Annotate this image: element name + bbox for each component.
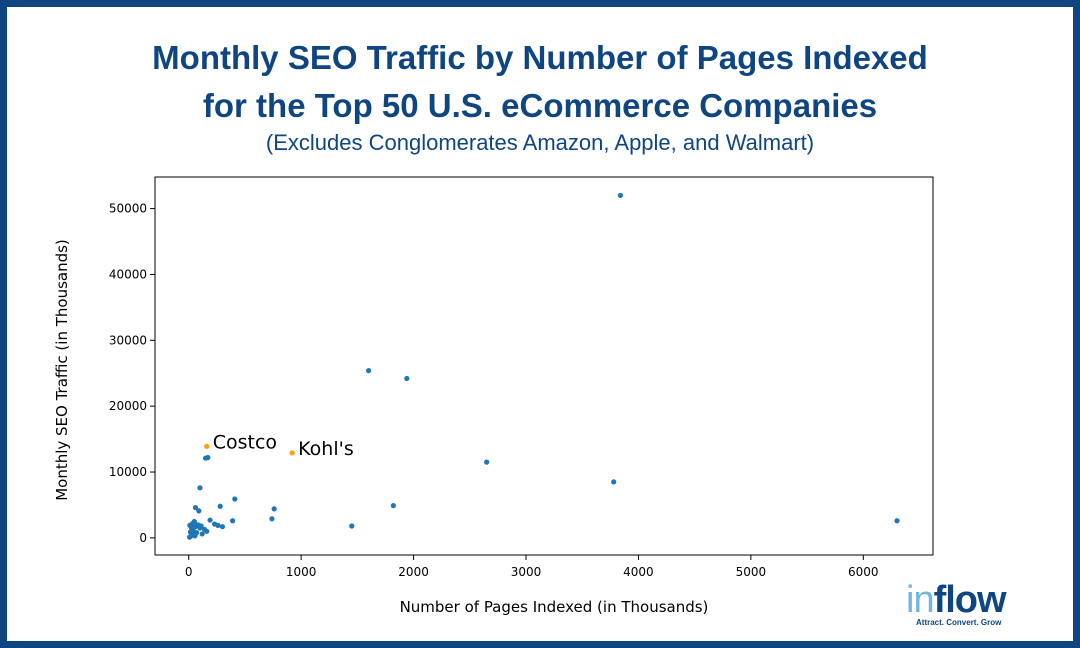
data-point	[271, 506, 277, 512]
x-tick-label: 3000	[511, 565, 542, 579]
y-axis-label: Monthly SEO Traffic (in Thousands)	[53, 239, 71, 501]
highlight-label: Costco	[213, 431, 277, 453]
logo-wordmark: inflow	[906, 579, 1007, 621]
data-point	[217, 503, 223, 509]
logo-tagline: Attract. Convert. Grow	[916, 618, 1002, 627]
data-point	[894, 518, 900, 524]
highlight-point	[289, 450, 295, 456]
highlight-point	[204, 443, 210, 449]
data-point	[617, 192, 624, 199]
data-point	[611, 479, 617, 485]
y-tick-label: 30000	[109, 333, 147, 347]
x-tick-label: 6000	[848, 565, 879, 579]
y-axis-ticks: 0 10000 20000 30000 40000 50000	[109, 202, 155, 545]
data-point	[198, 523, 204, 529]
data-point	[207, 517, 213, 523]
data-point	[204, 528, 210, 534]
x-tick-label: 1000	[286, 565, 317, 579]
y-tick-label: 0	[139, 531, 147, 545]
data-point	[269, 516, 275, 522]
highlighted-points: Costco Kohl's	[204, 431, 354, 460]
y-tick-label: 50000	[109, 202, 147, 216]
x-tick-label: 4000	[623, 565, 654, 579]
data-point	[404, 375, 410, 382]
data-point	[202, 455, 209, 461]
data-point	[199, 531, 205, 537]
data-point	[197, 485, 203, 491]
data-point	[219, 524, 226, 530]
data-point	[187, 534, 193, 540]
data-point	[192, 533, 198, 539]
data-point	[187, 522, 193, 528]
data-point	[349, 523, 355, 529]
data-point	[484, 459, 490, 465]
chart-subtitle: (Excludes Conglomerates Amazon, Apple, a…	[265, 130, 815, 155]
data-point	[390, 503, 396, 509]
x-tick-label: 2000	[398, 565, 429, 579]
x-axis-ticks: 0 1000 2000 3000 4000 5000 6000	[185, 555, 879, 579]
data-point	[211, 521, 218, 527]
plot-area-border	[154, 176, 934, 556]
x-axis-label: Number of Pages Indexed (in Thousands)	[400, 598, 709, 616]
x-tick-label: 0	[185, 565, 193, 579]
y-tick-label: 20000	[109, 399, 147, 413]
y-tick-label: 40000	[109, 267, 147, 281]
data-point	[366, 368, 372, 374]
data-point	[229, 518, 236, 524]
data-point	[187, 529, 194, 535]
data-point	[232, 496, 238, 502]
data-point	[192, 504, 199, 511]
y-tick-label: 10000	[109, 465, 147, 479]
data-points	[187, 192, 900, 540]
chart-title-line-1: Monthly SEO Traffic by Number of Pages I…	[152, 39, 928, 76]
highlight-label: Kohl's	[298, 438, 354, 460]
data-point	[196, 508, 202, 514]
chart-title-line-2: for the Top 50 U.S. eCommerce Companies	[202, 87, 878, 124]
x-tick-label: 5000	[736, 565, 767, 579]
inflow-logo: inflow Attract. Convert. Grow	[906, 580, 1026, 632]
